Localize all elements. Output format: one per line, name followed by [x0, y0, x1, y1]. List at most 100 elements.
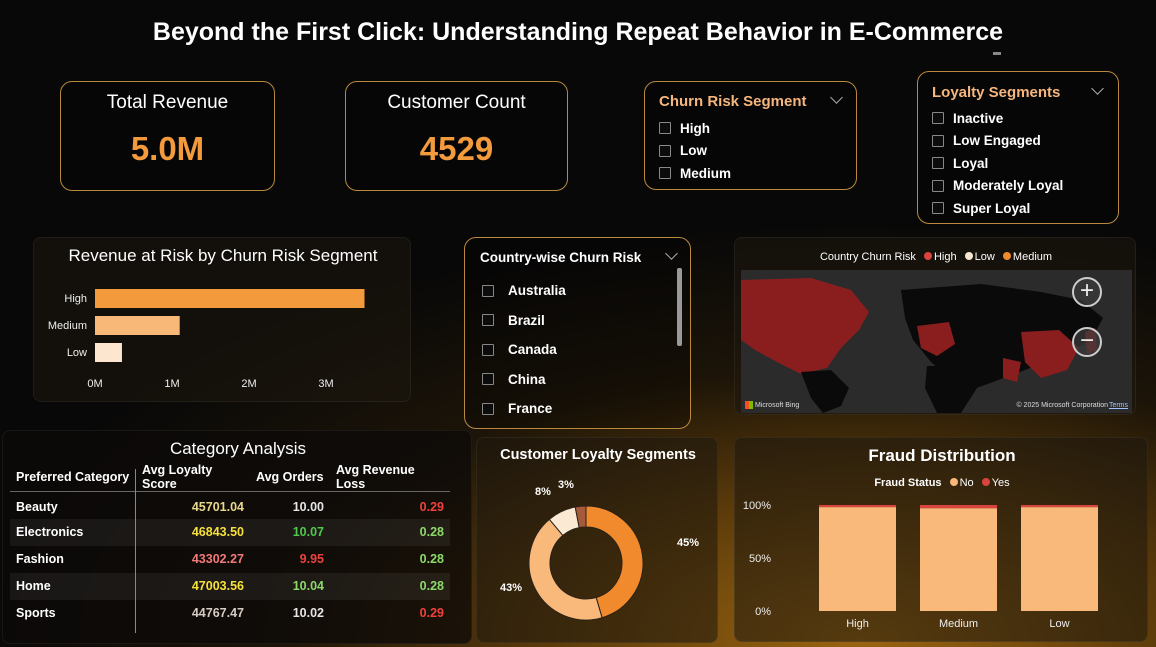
page-title: Beyond the First Click: Understanding Re… [152, 18, 1004, 46]
bar-yes-low[interactable] [1021, 505, 1098, 508]
europe-region [917, 322, 955, 356]
map-canvas[interactable]: Microsoft Bing © 2025 Microsoft Corporat… [741, 270, 1132, 413]
bar-no-high[interactable] [819, 507, 896, 611]
country-option-australia[interactable]: Australia [482, 276, 566, 306]
loyalty-option-loyal[interactable]: Loyal [932, 152, 1063, 175]
chevron-down-icon[interactable] [665, 247, 678, 260]
country-option-france[interactable]: France [482, 394, 566, 424]
cell-category: Beauty [16, 500, 58, 515]
category-table: Preferred Category Avg Loyalty Score Avg… [10, 463, 450, 627]
churn-option-medium[interactable]: Medium [659, 162, 731, 185]
checkbox[interactable] [932, 134, 944, 147]
chart-title: Customer Loyalty Segments [500, 447, 696, 463]
loyalty-option-moderately-loyal[interactable]: Moderately Loyal [932, 175, 1063, 198]
country-option-canada[interactable]: Canada [482, 335, 566, 365]
bar-high[interactable] [95, 289, 365, 308]
kpi-total-revenue: Total Revenue 5.0M [60, 81, 275, 191]
loyalty-option-low-engaged[interactable]: Low Engaged [932, 130, 1063, 153]
checkbox[interactable] [482, 314, 494, 327]
cell-category: Fashion [16, 552, 64, 566]
option-label: High [680, 120, 710, 136]
x-tick-label: Medium [939, 618, 978, 630]
legend-medium: Medium [1012, 251, 1053, 263]
map-copyright: © 2025 Microsoft Corporation [1016, 402, 1108, 409]
churn-option-high[interactable]: High [659, 117, 731, 140]
asia-region [1021, 330, 1079, 378]
country-churn-slicer: Country-wise Churn Risk Australia Brazil C… [464, 237, 691, 429]
bar-yes-medium[interactable] [920, 505, 997, 509]
table-row[interactable]: Home 47003.56 10.04 0.28 [10, 572, 450, 600]
cell-orders: 10.04 [292, 579, 324, 593]
cell-category: Sports [16, 606, 56, 620]
loyalty-option-super-loyal[interactable]: Super Loyal [932, 197, 1063, 220]
table-row[interactable]: Electronics 46843.50 10.07 0.28 [10, 518, 450, 546]
checkbox[interactable] [482, 402, 494, 415]
kpi-value: 4529 [419, 130, 494, 167]
checkbox[interactable] [659, 144, 671, 157]
y-tick-label: 0% [755, 606, 771, 618]
slicer-title: Churn Risk Segment [659, 93, 807, 110]
bar-no-low[interactable] [1021, 507, 1098, 611]
checkbox[interactable] [659, 167, 671, 180]
y-tick-label: Medium [48, 320, 87, 332]
bar-no-medium[interactable] [920, 508, 997, 611]
checkbox[interactable] [932, 112, 944, 125]
bar-yes-high[interactable] [819, 505, 896, 508]
cell-revenue-loss: 0.28 [419, 552, 444, 566]
country-option-china[interactable]: China [482, 365, 566, 395]
checkbox[interactable] [482, 343, 494, 356]
legend-dot-yes [981, 478, 990, 486]
checkbox[interactable] [932, 157, 944, 170]
table-row[interactable]: Sports 44767.47 10.02 0.29 [10, 600, 450, 627]
chart-title: Fraud Distribution [868, 446, 1016, 465]
north-america-region [741, 278, 869, 374]
checkbox[interactable] [659, 122, 671, 135]
checkbox[interactable] [482, 284, 494, 297]
donut-slice[interactable] [585, 505, 644, 619]
x-tick-label: High [846, 618, 869, 630]
cell-orders: 9.95 [299, 552, 324, 566]
kpi-label: Customer Count [387, 92, 526, 113]
loyalty-option-inactive[interactable]: Inactive [932, 107, 1063, 130]
zoom-in-button[interactable]: + [1072, 277, 1102, 307]
legend-dot-no [949, 478, 958, 486]
table-row[interactable]: Beauty 45701.04 10.00 0.29 [10, 492, 450, 519]
slicer-title: Loyalty Segments [932, 84, 1061, 101]
country-option-brazil[interactable]: Brazil [482, 306, 566, 336]
bar-low[interactable] [95, 343, 122, 362]
kpi-customer-count: Customer Count 4529 [345, 81, 568, 191]
cell-category: Electronics [16, 525, 84, 539]
table-row[interactable]: Fashion 43302.27 9.95 0.28 [10, 546, 450, 573]
donut-slice[interactable] [574, 505, 587, 529]
cell-revenue-loss: 0.28 [419, 525, 444, 539]
x-tick-label: 2M [241, 378, 256, 390]
col-header-orders[interactable]: Avg Orders [256, 470, 324, 484]
bar-medium[interactable] [95, 316, 180, 335]
col-header-category[interactable]: Preferred Category [16, 470, 130, 484]
x-tick-label: 3M [318, 378, 333, 390]
loyalty-segments-slicer: Loyalty Segments Inactive Low Engaged Loya… [917, 71, 1119, 224]
zoom-out-button[interactable]: − [1072, 327, 1102, 357]
map-terms-link[interactable]: Terms [1108, 402, 1128, 409]
donut-slice[interactable] [528, 518, 603, 621]
cell-loyalty-score: 44767.47 [191, 606, 244, 620]
option-label: Medium [680, 165, 732, 181]
map-legend: Country Churn Risk High Low Medium [735, 251, 1137, 263]
scrollbar[interactable] [677, 268, 682, 346]
checkbox[interactable] [932, 179, 944, 192]
title-marker [993, 52, 1001, 55]
chevron-down-icon[interactable] [830, 91, 843, 104]
x-tick-label: Low [1049, 618, 1069, 630]
y-tick-label: 100% [743, 500, 771, 512]
y-tick-label: High [64, 293, 87, 305]
slice-label: 8% [535, 486, 551, 498]
customer-loyalty-donut: Customer Loyalty Segments 45% 43% 8% 3% [476, 437, 718, 643]
checkbox[interactable] [482, 373, 494, 386]
chevron-down-icon[interactable] [1091, 82, 1104, 95]
checkbox[interactable] [932, 202, 944, 215]
legend-low: Low [974, 251, 995, 263]
col-header-loyalty-score[interactable]: Avg Loyalty Score [142, 463, 213, 491]
col-header-revenue-loss[interactable]: Avg Revenue Loss [336, 463, 415, 491]
cell-loyalty-score: 43302.27 [191, 552, 244, 566]
churn-option-low[interactable]: Low [659, 140, 731, 163]
